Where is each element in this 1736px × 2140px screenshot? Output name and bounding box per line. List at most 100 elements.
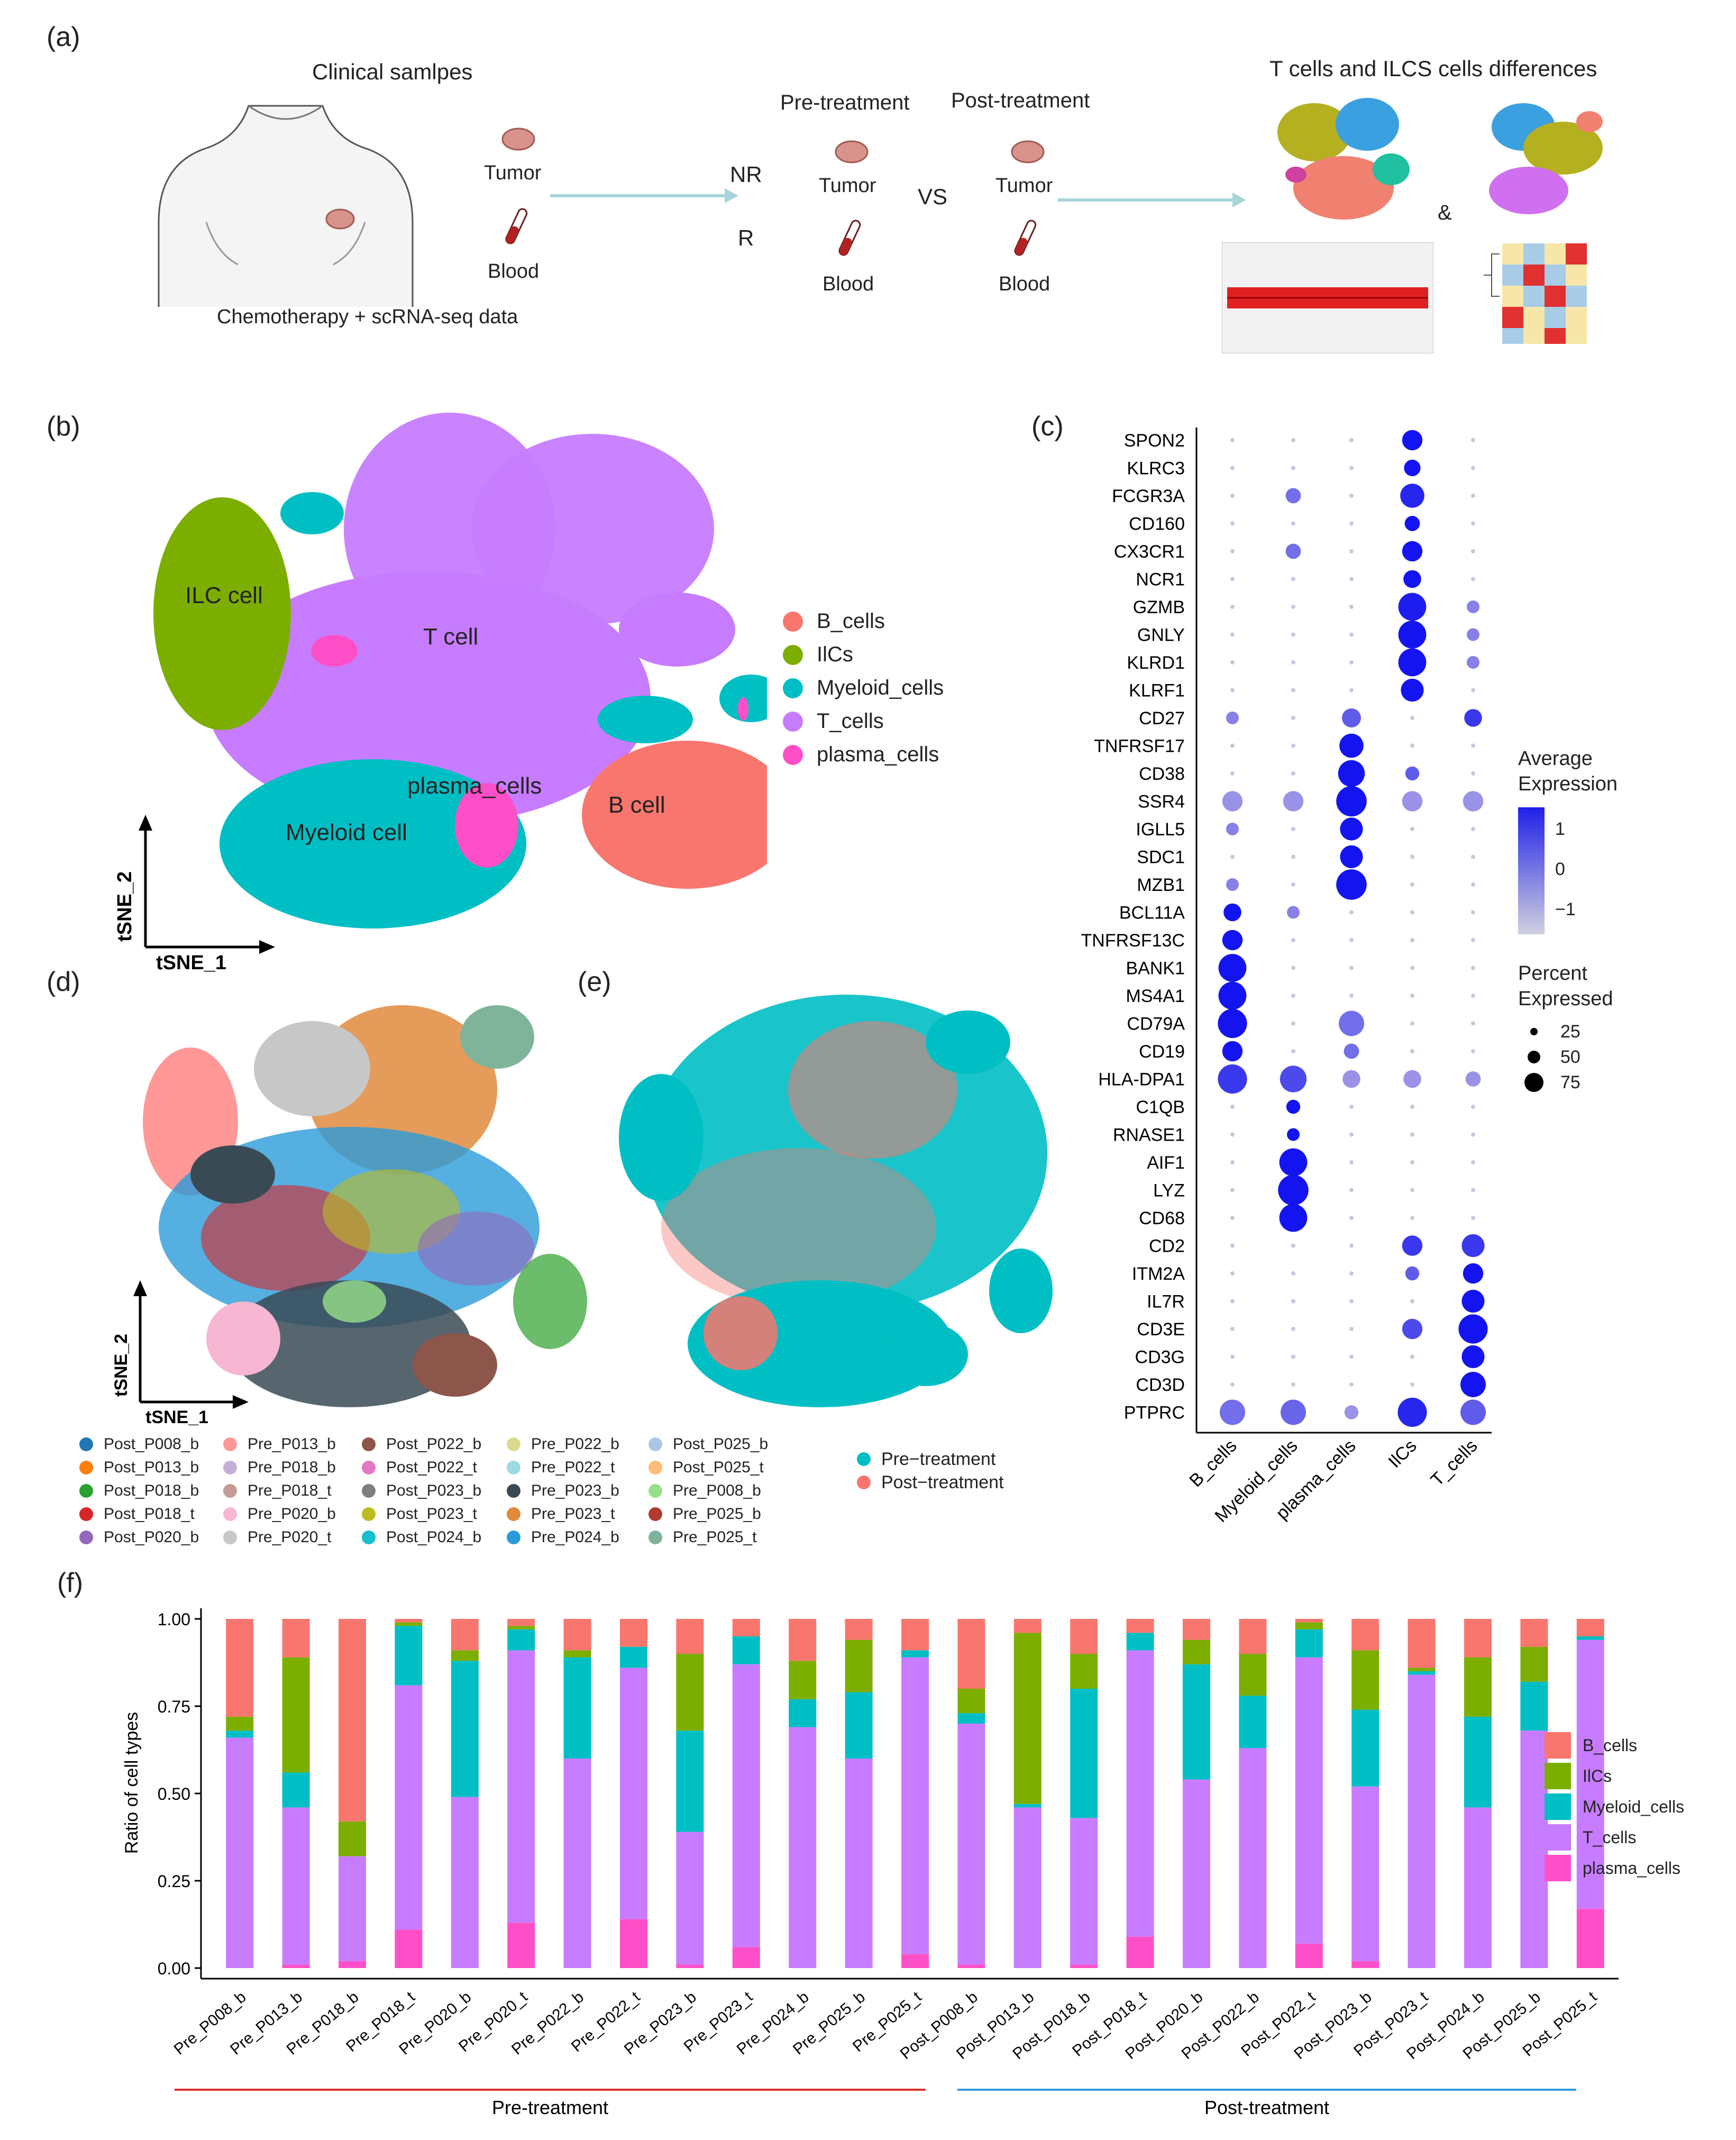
expression-dot: [1471, 938, 1475, 942]
sample-label: Pre_P020_b: [248, 1505, 336, 1523]
y-tick-label: 1.00: [158, 1610, 190, 1629]
sample-legend-item: Pre_P018_b: [223, 1456, 362, 1479]
expression-dot: [1471, 994, 1475, 998]
legend-item: T_cells: [1545, 1822, 1684, 1853]
expression-dot: [1230, 438, 1235, 442]
bar-segment: [676, 1731, 704, 1832]
bar-segment: [957, 1964, 985, 1968]
expression-dot: [1402, 1235, 1423, 1256]
expression-dot: [1291, 466, 1295, 470]
y-axis-label: Ratio of cell types: [122, 1712, 142, 1854]
sample-dot: [648, 1461, 662, 1474]
expression-dot: [1471, 743, 1475, 748]
expression-dot: [1344, 1043, 1359, 1059]
bar-segment: [507, 1650, 535, 1923]
expression-dot: [1349, 994, 1354, 998]
bar-segment: [1126, 1633, 1154, 1651]
expression-dot: [1291, 994, 1295, 998]
expression-dot: [1410, 1216, 1414, 1220]
expression-dot: [1339, 733, 1364, 758]
bar-segment: [339, 1619, 366, 1822]
nr-label: NR: [730, 162, 762, 187]
blood-tube-icon-2: [838, 220, 861, 256]
r-label: R: [738, 225, 754, 250]
gene-label: KLRD1: [1127, 653, 1185, 673]
sample-legend-item: Pre_P025_b: [648, 1502, 786, 1526]
sample-label: Post_P020_b: [104, 1528, 199, 1546]
expression-dot: [1291, 1299, 1295, 1304]
bar-segment: [563, 1619, 591, 1651]
expression-dot: [1467, 628, 1479, 641]
expression-dot: [1291, 966, 1295, 970]
bar-segment: [507, 1619, 535, 1626]
expression-dot: [1338, 760, 1365, 787]
pct-legend-item: 50: [1518, 1044, 1618, 1070]
post-group-label: Post-treatment: [1204, 2097, 1329, 2118]
sample-dot: [362, 1484, 376, 1498]
tsne-axes-d: tSNE_1 tSNE_2: [111, 1280, 249, 1427]
expression-dot: [1471, 549, 1475, 553]
expr-colorbar: [1518, 807, 1545, 934]
expression-dot: [1349, 1188, 1354, 1192]
sample-dot: [79, 1507, 93, 1521]
sample-legend-item: Post_P020_b: [79, 1526, 223, 1549]
sample-label: Post_P022_t: [386, 1459, 477, 1476]
cluster-label-ilc: ILC cell: [185, 582, 263, 608]
expression-dot: [1349, 910, 1354, 915]
sample-legend-col: Pre_P013_b Pre_P018_b Pre_P018_t Pre_P020_b…: [223, 1433, 362, 1549]
sample-dot: [648, 1507, 662, 1521]
legend-dot-ilcs: [783, 644, 803, 665]
gene-label: CD3E: [1137, 1319, 1185, 1340]
expression-dot: [1471, 827, 1475, 831]
bar-segment: [1013, 1804, 1041, 1808]
expr-legend-title-1: Average: [1518, 748, 1593, 770]
legend-item: IlCs: [1545, 1761, 1684, 1791]
sample-legend-item: Pre_P024_b: [507, 1526, 648, 1549]
expression-dot: [1230, 660, 1235, 664]
bar-segment: [339, 1821, 366, 1856]
sample-dot: [507, 1461, 520, 1474]
bar-segment: [1126, 1936, 1154, 1968]
legend-label: T_cells: [817, 709, 884, 733]
expression-dot: [1222, 930, 1243, 951]
sample-dot: [507, 1507, 520, 1521]
sample-legend-item: Post_P023_b: [362, 1479, 507, 1502]
expression-dot: [1461, 1345, 1485, 1369]
bar-segment: [1013, 1633, 1041, 1804]
legend-item: Myeloid_cells: [1545, 1791, 1684, 1822]
expression-dot: [1230, 549, 1235, 553]
expression-dot: [1287, 906, 1300, 919]
tumor-label-2: Tumor: [819, 175, 876, 197]
bar-segment: [395, 1619, 423, 1623]
tumor-icon-3: [1011, 140, 1045, 163]
sample-legend-item: Pre_P022_t: [507, 1456, 648, 1479]
legend-item: plasma_cells: [783, 743, 944, 767]
expression-dot: [1410, 716, 1414, 720]
gene-label: IGLL5: [1136, 819, 1185, 840]
expression-dot: [1471, 688, 1475, 693]
y-tick-label: 0.50: [158, 1784, 190, 1804]
sample-label: Post_P008_b: [104, 1435, 199, 1453]
bar-segment: [1070, 1818, 1098, 1965]
cluster-label-t: T cell: [423, 624, 478, 650]
expression-dot: [1230, 1188, 1235, 1192]
sample-label: Pre_P022_t: [531, 1459, 615, 1476]
gene-label: PTPRC: [1124, 1403, 1185, 1423]
sample-dot: [648, 1484, 662, 1498]
legend-label: Myeloid_cells: [1583, 1797, 1685, 1816]
bar-segment: [1070, 1689, 1098, 1818]
expression-dot: [1218, 1008, 1247, 1039]
gene-label: ITM2A: [1132, 1264, 1185, 1284]
size-dot-75: [1524, 1073, 1543, 1092]
expression-dot: [1226, 878, 1239, 891]
bar-segment: [1408, 1619, 1436, 1668]
expression-dot: [1471, 1049, 1475, 1053]
sample-label: Pre_P025_b: [673, 1505, 761, 1523]
ampersand: &: [1438, 201, 1452, 224]
expression-dot: [1467, 600, 1479, 613]
gene-label: BANK1: [1126, 959, 1185, 979]
legend-item: Myeloid_cells: [783, 676, 944, 700]
bar-segment: [957, 1724, 985, 1965]
bar-legend: B_cells IlCs Myeloid_cells T_cells plasm…: [1545, 1730, 1684, 1883]
sample-legend-item: Pre_P018_t: [223, 1479, 362, 1502]
